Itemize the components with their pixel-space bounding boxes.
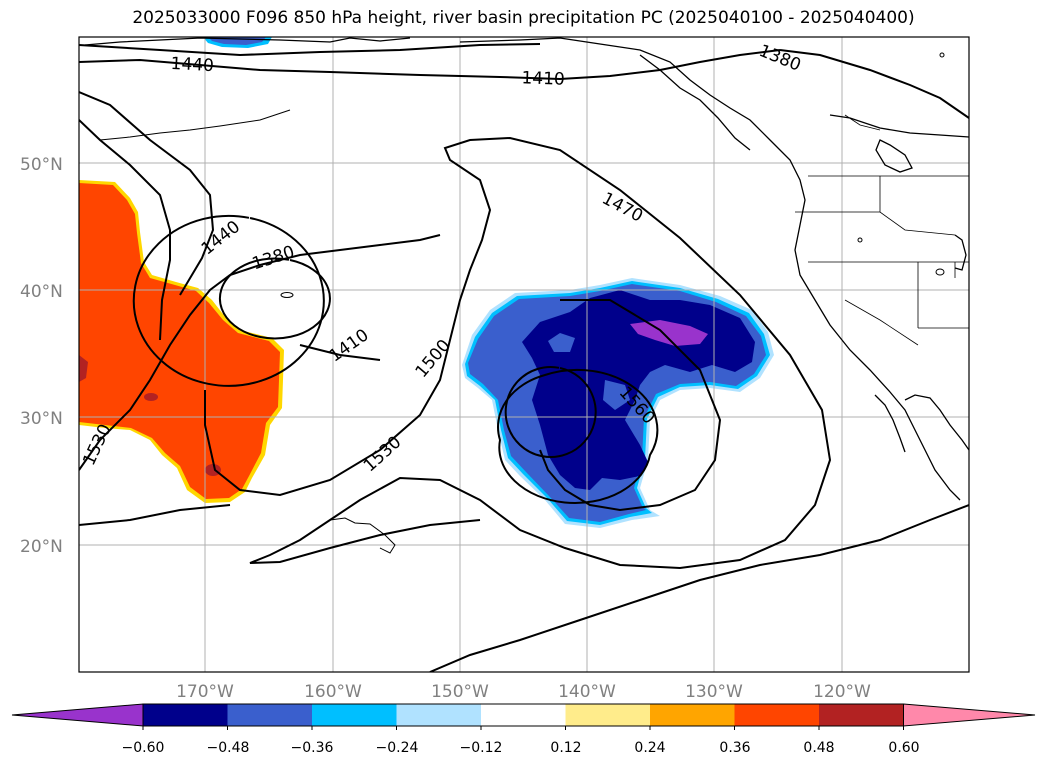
lat-label: 20°N (20, 537, 63, 557)
colorbar-segment (565, 704, 650, 726)
colorbar-tick-label: 0.36 (719, 740, 750, 756)
positive-precip-anomaly (79, 180, 284, 503)
lat-label: 30°N (20, 409, 63, 429)
colorbar-segment (396, 704, 481, 726)
colorbar-tick-label: −0.48 (207, 740, 250, 756)
colorbar-tick-label: −0.36 (291, 740, 334, 756)
map-title: 2025033000 F096 850 hPa height, river ba… (132, 8, 915, 28)
political-borders (795, 114, 969, 346)
colorbar-extend-max (903, 703, 1036, 727)
latitude-labels: 50°N 40°N 30°N 20°N (20, 155, 63, 557)
colorbar-tick-label: 0.12 (550, 740, 581, 756)
colorbar-segment (734, 704, 819, 726)
colorbar-tick-label: −0.24 (376, 740, 419, 756)
height-contours (79, 43, 969, 672)
map-frame (78, 36, 970, 673)
colorbar (11, 703, 1036, 730)
colorbar-tick-label: 0.60 (888, 740, 919, 756)
lat-label: 40°N (20, 282, 63, 302)
colorbar-segment (227, 704, 312, 726)
colorbar-segment (650, 704, 735, 726)
contour-label: 1410 (521, 68, 565, 89)
lon-label: 120°W (813, 682, 871, 702)
colorbar-tick-label: 0.48 (803, 740, 834, 756)
graticule (79, 37, 969, 672)
lon-label: 160°W (304, 682, 362, 702)
colorbar-ticks: −0.60 −0.48 −0.36 −0.24 −0.12 0.12 0.24 … (122, 740, 920, 756)
colorbar-segment (143, 704, 228, 726)
colorbar-tick-label: 0.24 (634, 740, 665, 756)
colorbar-tick-label: −0.12 (460, 740, 503, 756)
colorbar-outline (142, 703, 904, 727)
colorbar-segment (481, 704, 566, 726)
lon-label: 170°W (176, 682, 234, 702)
islands (99, 52, 945, 554)
negative-precip-anomaly (462, 278, 774, 528)
colorbar-tick-label: −0.60 (122, 740, 165, 756)
longitude-labels: 170°W 160°W 150°W 140°W 130°W 120°W (176, 682, 871, 702)
colorbar-segment (312, 704, 397, 726)
colorbar-extend-min (11, 703, 144, 727)
lon-label: 150°W (431, 682, 489, 702)
map-plot-area: 1440 1410 1380 1470 1440 1380 1410 1500 … (79, 37, 969, 672)
contour-label: 1440 (170, 54, 214, 76)
lat-label: 50°N (20, 155, 63, 175)
lon-label: 140°W (558, 682, 616, 702)
lon-label: 130°W (685, 682, 743, 702)
colorbar-segment (819, 704, 904, 726)
